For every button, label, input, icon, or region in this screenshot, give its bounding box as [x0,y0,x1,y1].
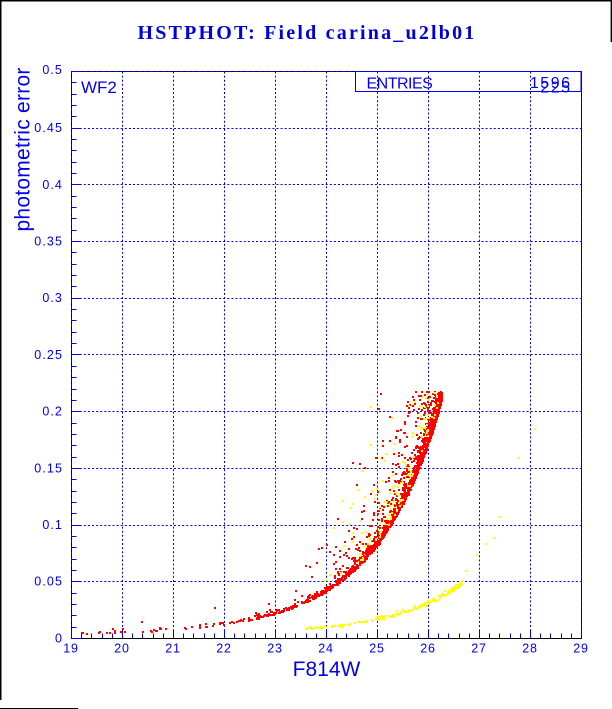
svg-text:HSTPHOT: Field carina_u2lb01: HSTPHOT: Field carina_u2lb01 [137,22,476,44]
svg-text:22: 22 [216,641,232,655]
svg-text:0.3: 0.3 [42,291,63,305]
svg-text:0: 0 [55,631,63,645]
svg-text:ENTRIES: ENTRIES [367,76,433,93]
svg-text:F814W: F814W [293,658,361,681]
svg-text:0.4: 0.4 [42,178,63,192]
svg-text:0.05: 0.05 [34,575,63,589]
svg-text:1596: 1596 [530,75,572,92]
svg-text:0.2: 0.2 [42,405,63,419]
svg-text:27: 27 [471,641,487,655]
svg-text:0.5: 0.5 [42,63,63,77]
svg-text:21: 21 [165,641,181,655]
svg-text:WF2: WF2 [81,78,117,97]
svg-text:0.45: 0.45 [34,121,63,135]
svg-text:0.35: 0.35 [34,235,63,249]
svg-text:0.1: 0.1 [42,518,63,532]
svg-text:photometric error: photometric error [12,67,35,231]
svg-text:24: 24 [318,641,334,655]
svg-text:225: 225 [540,79,571,96]
svg-text:28: 28 [522,641,538,655]
svg-text:0.15: 0.15 [34,461,63,475]
svg-text:19: 19 [63,641,79,655]
svg-text:0.25: 0.25 [34,348,63,362]
svg-text:25: 25 [369,641,385,655]
svg-text:26: 26 [420,641,436,655]
svg-text:23: 23 [267,641,283,655]
svg-text:29: 29 [573,641,589,655]
svg-text:20: 20 [114,641,130,655]
